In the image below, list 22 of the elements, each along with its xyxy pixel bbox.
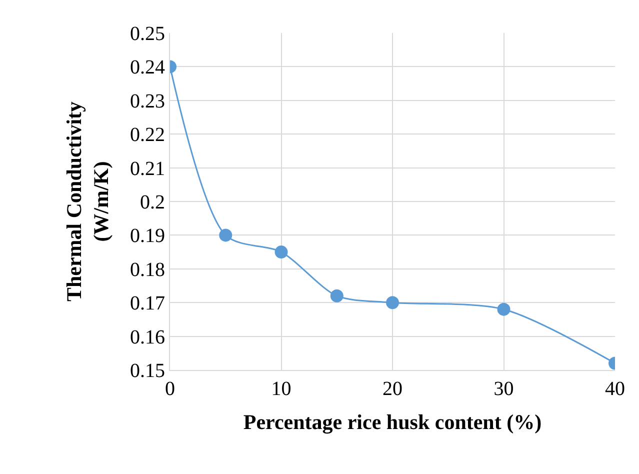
x-tick-label: 30	[494, 378, 514, 400]
y-tick-label: 0.15	[130, 360, 165, 382]
y-tick-label: 0.17	[130, 292, 165, 315]
x-tick-label: 40	[605, 378, 625, 400]
y-tick-label: 0.18	[130, 258, 165, 281]
y-tick-label: 0.16	[130, 326, 165, 348]
x-tick-label: 20	[382, 378, 402, 400]
x-tick-label: 10	[271, 378, 292, 400]
y-tick-label: 0.25	[130, 23, 165, 45]
point	[386, 296, 399, 310]
x-tick-label: 0	[165, 378, 175, 400]
y-tick-label: 0.19	[130, 225, 165, 248]
y-tick-label: 0.23	[130, 90, 165, 112]
y-tick-label: 0.2	[140, 192, 165, 214]
point	[330, 289, 344, 302]
y-tick-label: 0.21	[130, 158, 165, 180]
y-tick-label: 0.24	[130, 56, 165, 79]
point	[219, 228, 232, 242]
x-axis-title: Percentage rice husk content (%)	[243, 410, 542, 434]
y-tick-label: 0.22	[130, 124, 165, 146]
y-axis-title: Thermal Conductivity (W/m/K)	[62, 100, 114, 302]
point	[274, 246, 288, 259]
